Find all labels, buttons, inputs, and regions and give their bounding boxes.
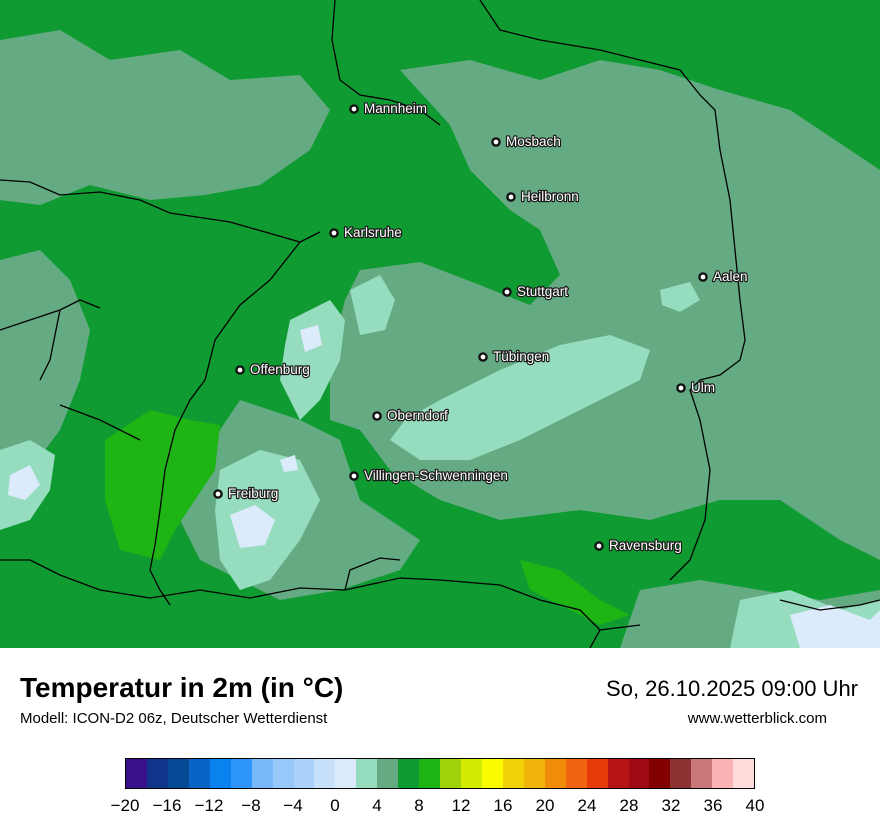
color-scale-swatch: [126, 759, 147, 788]
color-scale-swatch: [419, 759, 441, 788]
city-dot: [698, 272, 708, 282]
color-scale-tick-label: −12: [194, 796, 224, 815]
website-link[interactable]: www.wetterblick.com: [687, 710, 827, 727]
color-scale-swatch: [146, 759, 168, 788]
city-dot: [372, 411, 382, 421]
color-scale-tick-label: 12: [451, 796, 471, 815]
city-label: Ulm: [691, 380, 715, 395]
color-scale-swatch: [335, 759, 357, 788]
city-dot: [329, 228, 339, 238]
city-dot: [213, 489, 223, 499]
city-heilbronn: Heilbronn: [506, 188, 580, 205]
city-label: Freiburg: [228, 486, 278, 501]
color-scale-swatch: [565, 759, 587, 788]
model-subtitle: Modell: ICON-D2 06z, Deutscher Wetterdie…: [20, 710, 328, 727]
city-karlsruhe: Karlsruhe: [329, 224, 403, 241]
color-scale-swatch: [230, 759, 252, 788]
city-dot: [594, 541, 604, 551]
city-aalen: Aalen: [698, 268, 749, 285]
color-scale-tick-label: −16: [152, 796, 182, 815]
map-title: Temperatur in 2m (in °C): [20, 672, 344, 703]
city-dot: [491, 137, 501, 147]
color-scale-tick-label: −20: [110, 796, 140, 815]
city-dot: [502, 287, 512, 297]
city-ravensburg: Ravensburg: [594, 537, 683, 554]
color-scale-tick-label: 20: [535, 796, 555, 815]
color-scale-tick-label: 28: [619, 796, 639, 815]
color-scale-tick-label: 0: [330, 796, 340, 815]
color-scale-swatch: [188, 759, 210, 788]
city-dot: [506, 192, 516, 202]
city-dot: [349, 471, 359, 481]
color-scale-swatch: [293, 759, 315, 788]
city-offenburg: Offenburg: [235, 361, 311, 378]
color-scale-tick-label: 4: [372, 796, 382, 815]
color-scale-bar: [125, 758, 755, 789]
color-scale-swatch: [691, 759, 713, 788]
city-label: Aalen: [713, 269, 748, 284]
color-scale-swatch: [733, 759, 755, 788]
color-scale-swatch: [461, 759, 482, 788]
city-villingen-schwenningen: Villingen-Schwenningen: [349, 467, 509, 484]
color-scale-swatch: [523, 759, 545, 788]
temp-region-below-0: [8, 325, 880, 648]
color-scale-swatch: [607, 759, 629, 788]
city-stuttgart: Stuttgart: [502, 283, 569, 300]
color-scale-swatch: [377, 759, 399, 788]
color-scale-tick-label: 36: [703, 796, 723, 815]
color-scale-swatch: [481, 759, 503, 788]
city-ulm: Ulm: [676, 379, 716, 396]
city-label: Mannheim: [364, 101, 427, 116]
color-scale-tick-label: −8: [241, 796, 261, 815]
color-scale-tick-label: 32: [661, 796, 681, 815]
city-markers: Mannheim Mosbach Heilbronn Karlsruhe Aalen St…: [213, 100, 749, 554]
city-dot: [235, 365, 245, 375]
color-scale-tick-label: 16: [493, 796, 513, 815]
color-scale-swatch: [628, 759, 650, 788]
city-dot: [478, 352, 488, 362]
city-label: Offenburg: [250, 362, 310, 377]
color-scale-tick-label: 8: [414, 796, 424, 815]
color-scale-tick-label: 24: [577, 796, 597, 815]
city-label: Tübingen: [493, 349, 549, 364]
color-scale-swatch: [398, 759, 420, 788]
color-scale-swatch: [209, 759, 231, 788]
color-scale-swatch: [502, 759, 524, 788]
city-dot: [349, 104, 359, 114]
color-scale-swatch: [649, 759, 671, 788]
color-scale-tick-label: 40: [745, 796, 765, 815]
color-scale-swatch: [712, 759, 734, 788]
city-label: Ravensburg: [609, 538, 682, 553]
city-dot: [676, 383, 686, 393]
color-scale-ticks: −20 −16 −12 −8 −4 0 4 8 12 16 20 24 28 32 36 40: [111, 796, 765, 820]
forecast-datetime: So, 26.10.2025 09:00 Uhr: [606, 676, 858, 701]
city-label: Mosbach: [506, 134, 561, 149]
color-scale-swatch: [670, 759, 692, 788]
city-mosbach: Mosbach: [491, 133, 562, 150]
city-oberndorf: Oberndorf: [372, 407, 449, 424]
color-scale-swatch: [586, 759, 608, 788]
city-label: Karlsruhe: [344, 225, 402, 240]
border-lines: [0, 0, 880, 648]
color-scale-swatch: [356, 759, 378, 788]
city-label: Heilbronn: [521, 189, 579, 204]
city-mannheim: Mannheim: [349, 100, 428, 117]
color-scale-swatch: [272, 759, 294, 788]
color-scale-tick-label: −4: [283, 796, 303, 815]
color-scale-swatch: [544, 759, 566, 788]
city-label: Oberndorf: [387, 408, 448, 423]
city-freiburg: Freiburg: [213, 485, 279, 502]
color-scale-swatch: [314, 759, 336, 788]
temperature-map: Mannheim Mosbach Heilbronn Karlsruhe Aalen St…: [0, 0, 880, 648]
color-scale-swatch: [167, 759, 189, 788]
city-label: Stuttgart: [517, 284, 568, 299]
city-label: Villingen-Schwenningen: [364, 468, 508, 483]
city-t-bingen: Tübingen: [478, 348, 550, 365]
color-scale-swatch: [251, 759, 273, 788]
color-scale-swatch: [440, 759, 461, 788]
